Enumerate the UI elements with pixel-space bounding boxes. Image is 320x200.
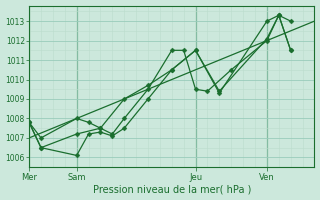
X-axis label: Pression niveau de la mer( hPa ): Pression niveau de la mer( hPa ) (92, 184, 251, 194)
